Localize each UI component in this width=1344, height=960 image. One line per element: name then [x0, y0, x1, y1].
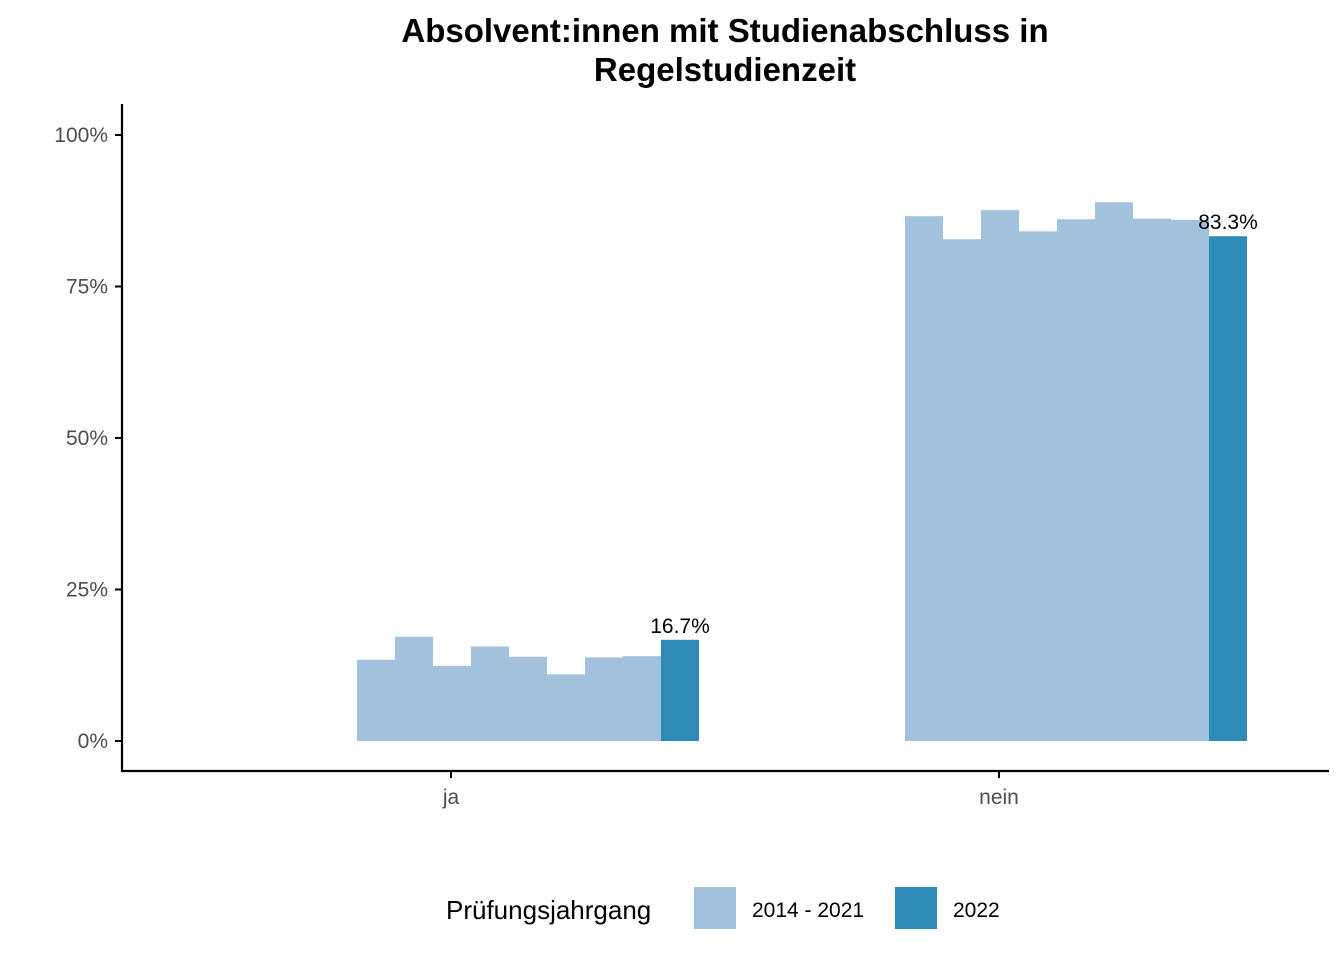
bars: [357, 202, 1247, 742]
bar-ja-2022: [661, 639, 699, 741]
x-axis-ticks: ja nein: [442, 771, 1019, 809]
y-tick-label: 0%: [78, 730, 108, 753]
bar-nein-2014-2021-4: [1019, 231, 1057, 741]
chart-title-line-1: Absolvent:innen mit Studienabschluss in: [401, 12, 1048, 49]
bar-nein-2014-2021-1: [905, 216, 943, 742]
bar-ja-2014-2021-2: [395, 636, 433, 741]
bar-nein-2014-2021-2: [943, 239, 981, 741]
data-labels: 16.7% 83.3%: [650, 211, 1258, 638]
bar-ja-2014-2021-8: [623, 656, 661, 741]
bar-ja-2014-2021-3: [433, 665, 471, 741]
bar-nein-2014-2021-3: [981, 210, 1019, 742]
bar-nein-2014-2021-6: [1095, 202, 1133, 742]
bar-ja-2014-2021-4: [471, 646, 509, 741]
bar-nein-2014-2021-8: [1171, 219, 1209, 742]
y-axis-ticks: 0% 25% 50% 75% 100%: [54, 124, 122, 753]
legend-swatch-2022: [895, 887, 937, 929]
bar-ja-2014-2021-7: [585, 657, 623, 741]
x-tick-label-ja: ja: [442, 786, 460, 809]
chart-title-line-2: Regelstudienzeit: [594, 51, 856, 88]
legend-title: Prüfungsjahrgang: [446, 895, 651, 925]
y-tick-label: 25%: [66, 579, 108, 602]
bar-ja-2014-2021-1: [357, 659, 395, 741]
data-label-ja: 16.7%: [650, 615, 710, 638]
bar-nein-2014-2021-7: [1133, 218, 1171, 742]
y-tick-label: 75%: [66, 276, 108, 299]
legend-label-2014-2021: 2014 - 2021: [752, 899, 864, 922]
x-tick-label-nein: nein: [979, 786, 1019, 809]
bar-nein-2022: [1209, 236, 1247, 741]
legend-label-2022: 2022: [953, 899, 1000, 922]
legend-swatch-2014-2021: [694, 887, 736, 929]
bar-ja-2014-2021-6: [547, 674, 585, 741]
y-tick-label: 100%: [54, 124, 108, 147]
y-tick-label: 50%: [66, 427, 108, 450]
data-label-nein: 83.3%: [1198, 211, 1258, 234]
bar-ja-2014-2021-5: [509, 656, 547, 741]
legend: Prüfungsjahrgang 2014 - 2021 2022: [446, 887, 1000, 929]
bar-nein-2014-2021-5: [1057, 219, 1095, 741]
